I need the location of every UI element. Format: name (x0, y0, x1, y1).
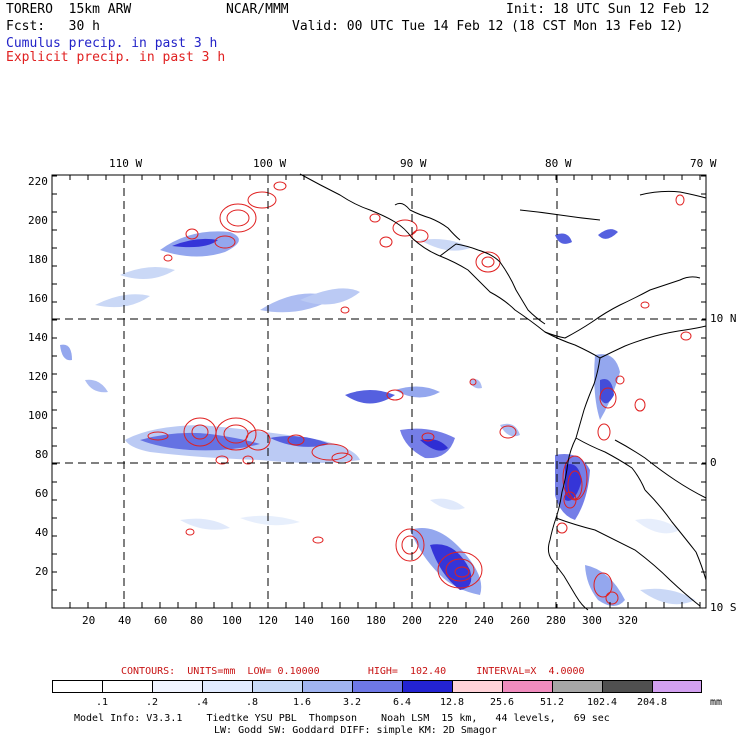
x-tick-label: 60 (154, 614, 168, 627)
lat-label-0: 0 (710, 456, 717, 469)
x-tick-label: 100 (222, 614, 242, 627)
colorbar-bin (352, 680, 403, 693)
lon-label-80w: 80 W (545, 157, 572, 170)
org-label: NCAR/MMM (226, 2, 289, 17)
x-tick-label: 20 (82, 614, 96, 627)
colorbar-label: 1.6 (292, 697, 312, 708)
colorbar-label: .4 (195, 697, 209, 708)
x-tick-label: 140 (294, 614, 314, 627)
cumulus-precip-shading (60, 229, 695, 606)
explicit-legend: Explicit precip. in past 3 h (6, 50, 226, 65)
x-tick-label: 40 (118, 614, 132, 627)
colorbar-label: 51.2 (539, 697, 565, 708)
explicit-precip-contours (147, 181, 692, 605)
y-tick-label: 220 (28, 175, 48, 188)
colorbar-label: 3.2 (342, 697, 362, 708)
x-tick-label: 300 (582, 614, 602, 627)
colorbar-bin (652, 680, 702, 693)
colorbar-label: 25.6 (489, 697, 515, 708)
colorbar-label: .2 (145, 697, 159, 708)
colorbar-bin (152, 680, 203, 693)
colorbar-label: .1 (95, 697, 109, 708)
forecast-hour: Fcst: 30 h (6, 19, 100, 34)
model-title: TORERO 15km ARW (6, 2, 132, 17)
x-tick-label: 260 (510, 614, 530, 627)
model-info: Model Info: V3.3.1 Tiedtke YSU PBL Thomp… (74, 713, 610, 724)
x-tick-label: 220 (438, 614, 458, 627)
valid-time: Valid: 00 UTC Tue 14 Feb 12 (18 CST Mon … (292, 19, 684, 34)
y-tick-label: 100 (28, 409, 48, 422)
axis-ticks (51, 175, 706, 609)
y-tick-label: 120 (28, 370, 48, 383)
lat-lon-grid (52, 175, 706, 608)
y-tick-label: 20 (35, 565, 49, 578)
colorbar-bin (552, 680, 603, 693)
x-tick-label: 200 (402, 614, 422, 627)
colorbar-bin (402, 680, 453, 693)
coastlines (299, 173, 707, 611)
colorbar-label: 6.4 (392, 697, 412, 708)
colorbar-bin (52, 680, 103, 693)
cumulus-legend: Cumulus precip. in past 3 h (6, 36, 218, 51)
x-tick-label: 180 (366, 614, 386, 627)
y-tick-label: 180 (28, 253, 48, 266)
y-tick-label: 160 (28, 292, 48, 305)
y-tick-label: 140 (28, 331, 48, 344)
model-physics: LW: Godd SW: Goddard DIFF: simple KM: 2D… (214, 725, 497, 736)
colorbar-bin (252, 680, 303, 693)
colorbar-bin (452, 680, 503, 693)
x-tick-label: 240 (474, 614, 494, 627)
lon-label-100w: 100 W (253, 157, 287, 170)
x-tick-label: 120 (258, 614, 278, 627)
colorbar-bin (202, 680, 253, 693)
y-tick-label: 60 (35, 487, 49, 500)
colorbar-label: .8 (245, 697, 259, 708)
lat-label-10n: 10 N (710, 312, 737, 325)
colorbar-bin (602, 680, 653, 693)
lon-label-90w: 90 W (400, 157, 427, 170)
colorbar-units: mm (710, 697, 723, 708)
colorbar-label: 102.4 (586, 697, 618, 708)
init-time: Init: 18 UTC Sun 12 Feb 12 (506, 2, 710, 17)
colorbar-bin (302, 680, 353, 693)
lon-label-110w: 110 W (109, 157, 143, 170)
contour-info: CONTOURS: UNITS=mm LOW= 0.10000 HIGH= 10… (121, 666, 585, 677)
y-tick-label: 80 (35, 448, 49, 461)
x-tick-label: 280 (546, 614, 566, 627)
y-tick-label: 40 (35, 526, 49, 539)
colorbar-label: 204.8 (636, 697, 668, 708)
x-tick-label: 80 (190, 614, 204, 627)
x-tick-label: 320 (618, 614, 638, 627)
colorbar-bin (102, 680, 153, 693)
lon-label-70w: 70 W (690, 157, 717, 170)
x-tick-label: 160 (330, 614, 350, 627)
colorbar-label: 12.8 (439, 697, 465, 708)
lat-label-10s: 10 S (710, 601, 737, 614)
colorbar-bin (502, 680, 553, 693)
y-tick-label: 200 (28, 214, 48, 227)
